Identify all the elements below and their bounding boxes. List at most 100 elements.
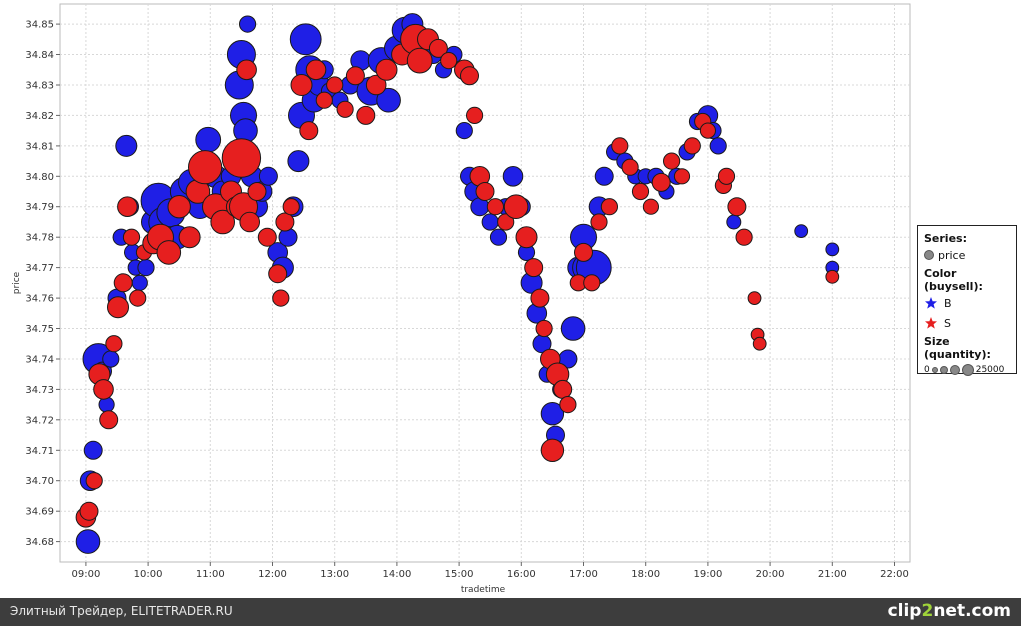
sell-trade-point	[559, 396, 577, 414]
sell-trade-point	[440, 52, 458, 70]
x-tick-label: 11:00	[196, 569, 225, 580]
sell-trade-point	[210, 209, 235, 235]
sell-trade-point	[699, 122, 717, 139]
legend-size-title: Size (quantity):	[924, 335, 991, 361]
sell-trade-point	[272, 289, 290, 307]
buy-trade-point	[726, 214, 742, 230]
legend-size-scale: 0 25000	[924, 361, 1010, 379]
x-tick-label: 17:00	[569, 569, 598, 580]
y-axis-label: price	[12, 271, 22, 294]
sell-trade-point	[275, 212, 295, 232]
sell-trade-point	[113, 273, 133, 293]
x-tick-label: 15:00	[445, 569, 474, 580]
sell-trade-point	[345, 66, 365, 86]
x-axis-label: tradetime	[461, 585, 506, 595]
scatter-chart: 09:00 10:00 11:00 12:00 13:00 14:00 15:00 16:00…	[12, 3, 911, 595]
buy-trade-point	[289, 23, 322, 56]
sell-trade-point	[299, 121, 319, 141]
x-axis-ticks: 09:00 10:00 11:00 12:00 13:00 14:00 15:00 16:00…	[71, 562, 909, 580]
sell-trade-point	[642, 198, 660, 215]
legend-color-label-b: B	[944, 296, 952, 310]
legend-color-title: Color (buysell):	[924, 267, 983, 293]
y-tick-label: 34.83	[25, 81, 54, 92]
sell-trade-point	[257, 227, 277, 247]
sell-trade-point	[524, 258, 544, 278]
sell-trade-point	[673, 168, 691, 185]
y-tick-label: 34.81	[25, 141, 54, 152]
buy-trade-point	[594, 166, 614, 186]
buy-trade-point	[376, 87, 401, 113]
sell-trade-point	[365, 74, 387, 96]
buy-trade-point	[560, 316, 586, 341]
sell-trade-point	[85, 472, 103, 490]
y-tick-label: 34.84	[25, 50, 54, 61]
legend-size-max: 25000	[975, 365, 1005, 375]
y-tick-label: 34.85	[25, 20, 54, 31]
y-tick-label: 34.75	[25, 324, 54, 335]
sell-star-icon	[925, 317, 937, 329]
sell-trade-point	[651, 172, 671, 192]
sell-trade-point	[540, 438, 565, 462]
sell-trade-point	[727, 197, 747, 217]
sell-trade-point	[290, 74, 313, 96]
buy-trade-point	[131, 274, 148, 291]
x-tick-label: 10:00	[134, 569, 163, 580]
sell-trade-point	[282, 198, 300, 216]
sell-trade-point	[326, 76, 344, 94]
sell-trade-point	[590, 213, 608, 231]
buy-trade-point	[137, 259, 155, 277]
y-tick-label: 34.76	[25, 294, 54, 305]
sell-trade-point	[356, 105, 376, 125]
x-tick-label: 19:00	[693, 569, 722, 580]
sell-trade-point	[117, 196, 138, 217]
sell-trade-point	[305, 59, 327, 81]
y-tick-label: 34.71	[25, 446, 54, 457]
buy-trade-point	[195, 126, 222, 153]
x-tick-label: 13:00	[320, 569, 349, 580]
buy-trade-point	[794, 224, 809, 239]
source-caption: Элитный Трейдер, ELITETRADER.RU	[10, 604, 233, 618]
sell-trade-point	[460, 66, 479, 86]
sell-trade-point	[167, 195, 191, 219]
sell-trade-point	[236, 59, 257, 81]
y-tick-label: 34.70	[25, 476, 54, 487]
buy-trade-point	[102, 350, 120, 368]
chart-legend: Series: price Color (buysell): B S Size …	[917, 225, 1017, 376]
buy-trade-point	[540, 402, 565, 426]
sell-trade-point	[105, 335, 123, 353]
buy-trade-point	[502, 166, 524, 187]
size-swatch-medium-icon	[939, 366, 948, 374]
sell-trade-point	[336, 100, 354, 118]
sell-trade-point	[406, 47, 433, 74]
y-tick-label: 34.80	[25, 172, 54, 183]
sell-trade-point	[631, 182, 650, 201]
y-axis-ticks: 34.68 34.69 34.70 34.71 34.72 34.73 34.74 34.75…	[25, 20, 60, 548]
sell-trade-point	[99, 410, 119, 430]
sell-trade-point	[107, 296, 129, 319]
sell-trade-point	[315, 91, 333, 109]
sell-trade-point	[375, 58, 398, 81]
y-tick-label: 34.82	[25, 111, 54, 122]
y-tick-label: 34.77	[25, 263, 54, 274]
sell-trade-point	[497, 213, 515, 231]
x-tick-label: 14:00	[382, 569, 411, 580]
sell-trade-point	[466, 106, 484, 125]
y-tick-label: 34.69	[25, 507, 54, 518]
sell-trade-point	[683, 137, 701, 155]
legend-series-item: price	[924, 245, 1010, 265]
buy-trade-point	[239, 15, 257, 33]
x-tick-label: 21:00	[818, 569, 847, 580]
sell-trade-point	[93, 379, 114, 400]
y-tick-label: 34.72	[25, 415, 54, 426]
buy-trade-point	[75, 529, 101, 554]
sell-trade-point	[752, 336, 767, 351]
y-tick-label: 34.74	[25, 355, 54, 366]
sell-trade-point	[825, 269, 840, 284]
size-swatch-xlarge-icon	[961, 364, 974, 376]
legend-color-label-s: S	[944, 316, 951, 330]
clip2net-logo: clip2net.com	[888, 601, 1011, 621]
sell-trade-point	[475, 182, 495, 201]
sell-trade-point	[156, 240, 182, 265]
sell-trade-point	[600, 198, 619, 216]
logo-prefix: clip	[887, 601, 922, 621]
